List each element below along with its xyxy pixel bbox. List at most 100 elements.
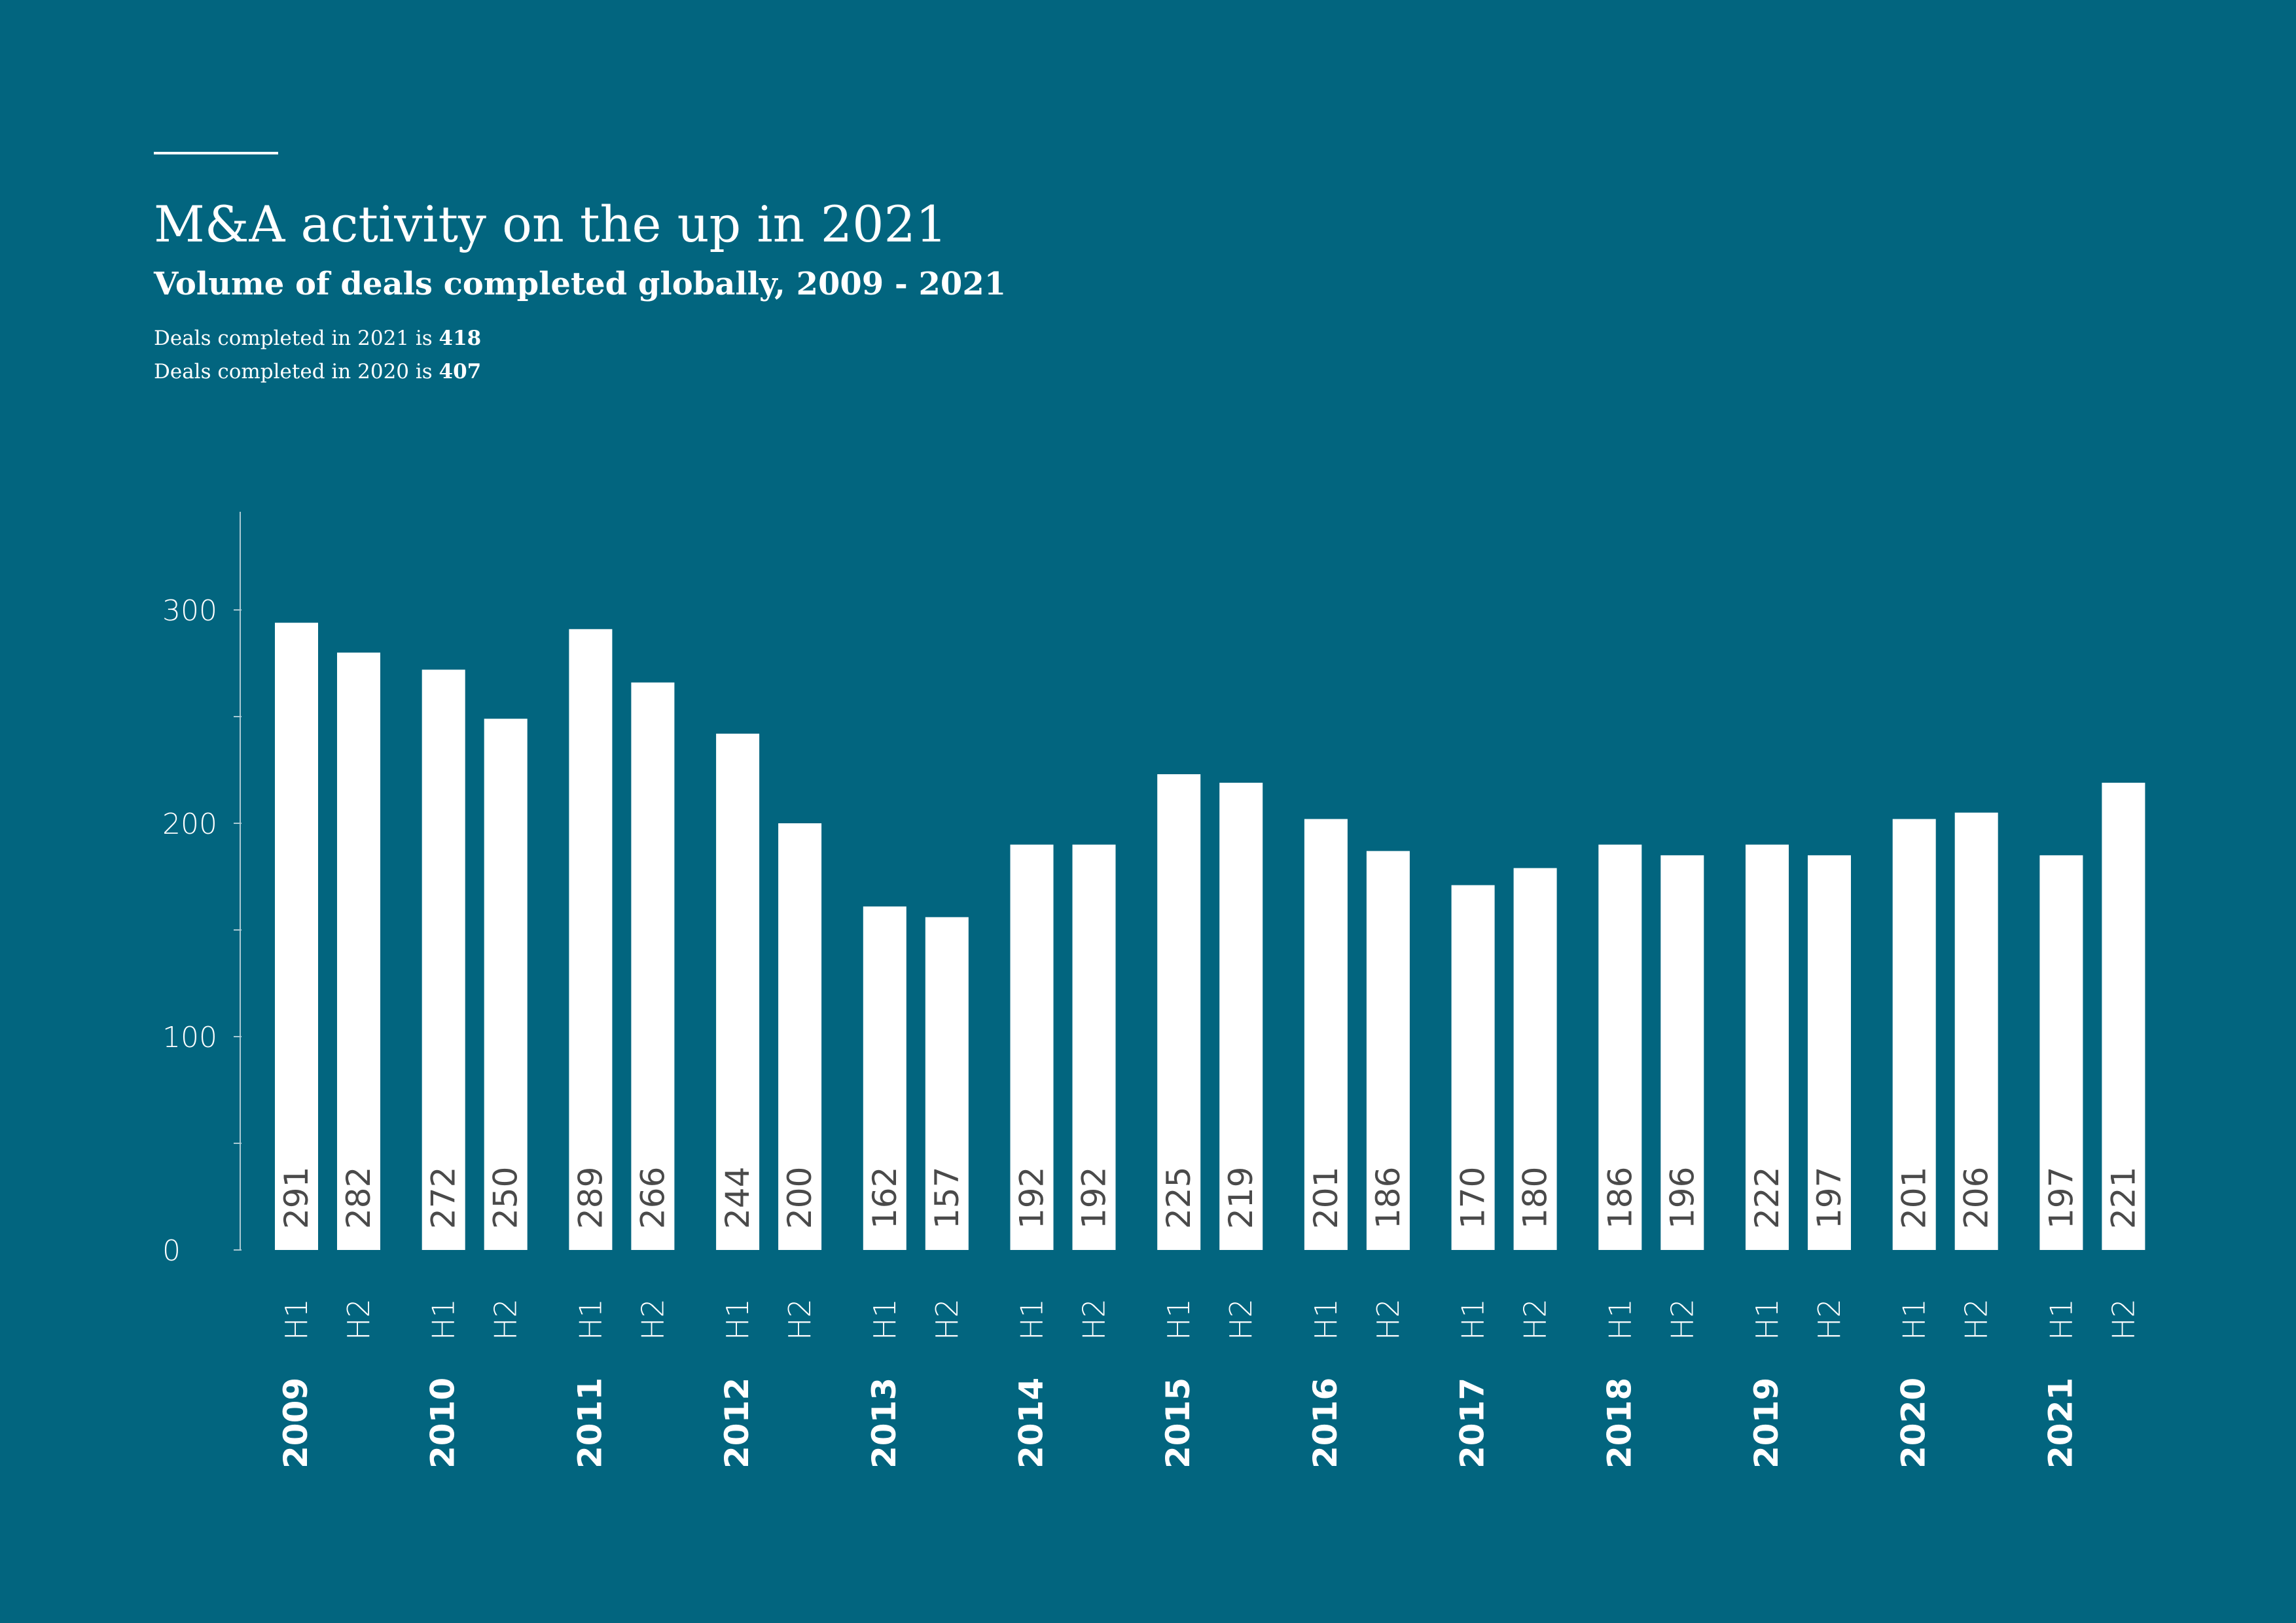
year-label: 2013 [865, 1378, 903, 1469]
year-label: 2016 [1306, 1378, 1344, 1469]
year-label: 2020 [1895, 1378, 1933, 1469]
value-label: 196 [1663, 1167, 1701, 1229]
year-label: 2011 [571, 1378, 609, 1469]
year-label: 2018 [1600, 1378, 1638, 1469]
bar-2015-h1 [1157, 774, 1201, 1250]
value-label: 201 [1895, 1167, 1933, 1229]
half-year-label: H1 [1602, 1298, 1638, 1340]
bar-2017-h1 [1451, 885, 1495, 1250]
half-year-label: H1 [279, 1298, 314, 1340]
half-year-label: H2 [1371, 1298, 1406, 1340]
bar-2020-h2 [1954, 812, 1998, 1250]
note-2021-text: Deals completed in 2021 is [154, 327, 439, 350]
note-2021-value: 418 [439, 327, 482, 350]
bar-2018-h2 [1660, 855, 1704, 1250]
year-label: 2009 [277, 1378, 315, 1469]
x-tick-labels: H1 H2 2009 H1 H2 2010 H1 H2 2011 H1 H2 2012 H1 H2 2013… [277, 1298, 2141, 1469]
bar-2013-h1 [863, 906, 906, 1250]
y-tick-label: 200 [162, 808, 217, 841]
value-label: 192 [1013, 1167, 1051, 1229]
half-year-label: H2 [488, 1298, 524, 1340]
y-tick-label: 0 [162, 1234, 181, 1268]
bar-2013-h2 [925, 917, 969, 1250]
value-label: 289 [571, 1167, 609, 1229]
bar-2010-h2 [484, 719, 528, 1250]
value-label: 221 [2104, 1167, 2142, 1229]
value-labels: 291 282 272 250 289 266 244 200 162 157 192 192 225 2… [278, 1167, 2142, 1229]
half-year-label: H2 [929, 1298, 965, 1340]
bar-2019-h2 [1808, 855, 1851, 1250]
half-year-label: H2 [1959, 1298, 1994, 1340]
half-year-label: H2 [1223, 1298, 1259, 1340]
bar-2021-h2 [2102, 783, 2145, 1250]
year-label: 2015 [1159, 1378, 1197, 1469]
half-year-label: H2 [341, 1298, 376, 1340]
half-year-label: H1 [573, 1298, 608, 1340]
year-label: 2014 [1013, 1378, 1050, 1469]
bar-2020-h1 [1892, 819, 1936, 1250]
value-label: 157 [928, 1167, 966, 1229]
bar-2014-h2 [1072, 844, 1116, 1250]
bar-2015-h2 [1219, 783, 1263, 1250]
value-label: 180 [1516, 1167, 1554, 1229]
y-tick-label: 100 [162, 1021, 217, 1054]
half-year-label: H1 [1014, 1298, 1050, 1340]
bar-2021-h1 [2039, 855, 2083, 1250]
half-year-label: H1 [1897, 1298, 1932, 1340]
half-year-label: H2 [782, 1298, 817, 1340]
bar-2010-h1 [422, 669, 465, 1250]
value-label: 266 [634, 1167, 672, 1229]
value-label: 170 [1454, 1167, 1492, 1229]
bar-2019-h1 [1746, 844, 1789, 1250]
year-label: 2021 [2041, 1378, 2079, 1469]
year-label: 2019 [1748, 1378, 1785, 1469]
value-label: 219 [1222, 1167, 1260, 1229]
bar-2009-h2 [337, 652, 380, 1250]
year-label: 2012 [718, 1378, 756, 1469]
half-year-label: H2 [1518, 1298, 1553, 1340]
value-label: 200 [781, 1167, 819, 1229]
half-year-label: H2 [1812, 1298, 1847, 1340]
value-label: 244 [719, 1167, 757, 1229]
value-label: 272 [425, 1167, 463, 1229]
note-2020-text: Deals completed in 2020 is [154, 360, 439, 383]
note-2020: Deals completed in 2020 is 407 [154, 362, 481, 382]
half-year-label: H1 [426, 1298, 461, 1340]
year-label: 2017 [1454, 1378, 1492, 1469]
half-year-label: H2 [2106, 1298, 2141, 1340]
bar-2014-h1 [1010, 844, 1054, 1250]
value-label: 282 [340, 1167, 378, 1229]
bars [275, 622, 2145, 1250]
half-year-label: H1 [1161, 1298, 1196, 1340]
value-label: 291 [278, 1167, 315, 1229]
bar-2012-h2 [778, 823, 822, 1250]
chart-subtitle: Volume of deals completed globally, 2009… [154, 266, 1007, 302]
bar-2016-h2 [1366, 851, 1410, 1250]
value-label: 197 [2042, 1167, 2080, 1229]
y-tick-label: 300 [162, 594, 217, 628]
value-label: 225 [1160, 1167, 1198, 1229]
value-label: 222 [1748, 1167, 1786, 1229]
half-year-label: H2 [1077, 1298, 1112, 1340]
bar-2018-h1 [1598, 844, 1642, 1250]
half-year-label: H1 [867, 1298, 903, 1340]
bar-2016-h1 [1304, 819, 1348, 1250]
bar-2011-h2 [631, 682, 675, 1250]
value-label: 250 [487, 1167, 525, 1229]
half-year-label: H2 [1664, 1298, 1700, 1340]
value-label: 206 [1958, 1167, 1996, 1229]
half-year-label: H1 [1308, 1298, 1344, 1340]
chart-title: M&A activity on the up in 2021 [154, 195, 948, 253]
value-label: 162 [866, 1167, 904, 1229]
value-label: 192 [1075, 1167, 1113, 1229]
note-2020-value: 407 [439, 360, 482, 383]
note-2021: Deals completed in 2021 is 418 [154, 329, 481, 349]
bar-2012-h1 [716, 734, 760, 1250]
y-axis: 0 100 200 300 [162, 512, 242, 1268]
value-label: 197 [1810, 1167, 1848, 1229]
value-label: 186 [1369, 1167, 1407, 1229]
value-label: 201 [1307, 1167, 1345, 1229]
half-year-label: H1 [720, 1298, 755, 1340]
